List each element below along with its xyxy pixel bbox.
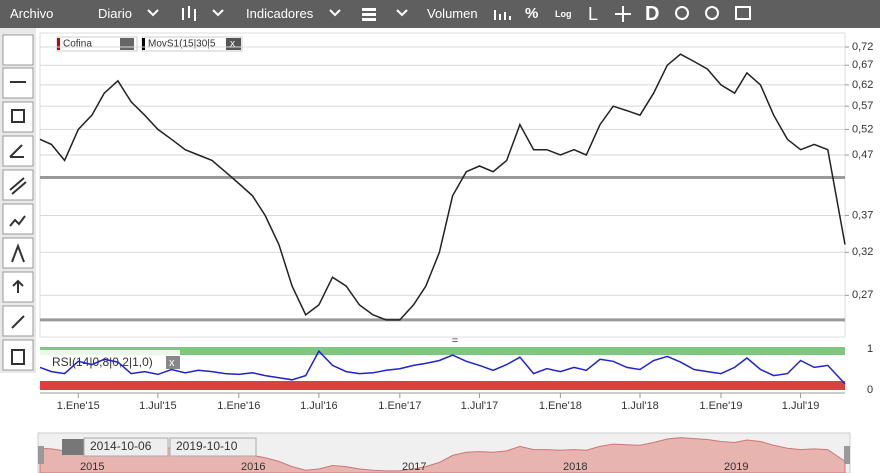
navigator-end: 2019-10-10 [176, 439, 238, 453]
navigator-handle-left[interactable] [38, 446, 44, 464]
line-button[interactable]: L [588, 4, 599, 24]
y-tick-label: 0,57 [852, 100, 873, 112]
navigator-year: 2015 [80, 461, 104, 473]
navigator-end-box[interactable] [169, 437, 257, 457]
y-tick-label: 0,47 [852, 149, 873, 161]
x-tick-label: 1.Jul'18 [621, 400, 659, 412]
legend-symbol: Cofina [63, 39, 92, 50]
y-tick-label: 0,72 [852, 41, 873, 53]
x-tick-label: 1.Jul'19 [782, 400, 820, 412]
panel-separator[interactable]: = [452, 335, 458, 347]
series-line [39, 53, 846, 321]
rsi-upper-band [40, 347, 845, 355]
y-tick-label: 0,62 [852, 79, 873, 91]
navigator-year: 2016 [241, 461, 265, 473]
legend-indicator: MovS1(15|30|5 [148, 39, 216, 50]
rsi-close-box [166, 356, 180, 369]
rsi-label-box [40, 350, 180, 364]
y-tick-label: 0,67 [852, 59, 873, 71]
x-tick-label: 1.Jul'16 [300, 400, 338, 412]
x-tick-label: 1.Ene'18 [539, 400, 582, 412]
x-tick-label: 1.Ene'17 [378, 400, 421, 412]
rsi-close[interactable]: x [169, 357, 175, 369]
rsi-lower-band [40, 381, 845, 390]
menu-file[interactable]: Archivo [10, 6, 54, 21]
legend: Cofina MovS1(15|30|5 x [56, 36, 243, 52]
x-tick-label: 1.Jul'17 [461, 400, 499, 412]
navigator-year: 2018 [563, 461, 587, 473]
log-button[interactable]: Log [555, 9, 572, 19]
y-tick-label: 0,32 [852, 246, 873, 258]
navigator-start: 2014-10-06 [90, 439, 152, 453]
percent-button[interactable]: % [525, 5, 539, 22]
navigator-year: 2017 [402, 461, 426, 473]
x-tick-label: 1.Jul'15 [139, 400, 177, 412]
y-tick-label: 0,27 [852, 289, 873, 301]
plot-area [39, 32, 846, 338]
menu-volume[interactable]: Volumen [427, 6, 478, 21]
legend-close[interactable]: x [230, 39, 235, 50]
toolbar: Archivo Diario Indicadores Volumen % Log… [0, 0, 880, 28]
rsi-tick-label: 1 [867, 343, 873, 355]
rsi-title: RSI(14|0,8|0,2|1,0) [52, 355, 153, 369]
tool-buttons [2, 34, 34, 371]
y-tick-label: 0,37 [852, 209, 873, 221]
menu-period[interactable]: Diario [98, 6, 132, 21]
series-line [39, 349, 846, 385]
x-tick-label: 1.Ene'15 [57, 400, 100, 412]
y-tick-label: 0,52 [852, 123, 873, 135]
x-tick-label: 1.Ene'16 [217, 400, 260, 412]
rsi-tick-label: 0 [867, 384, 873, 396]
d-button[interactable]: D [645, 3, 660, 25]
navigator-year: 2019 [724, 461, 748, 473]
navigator-handle-right[interactable] [844, 446, 850, 464]
navigator-icon [62, 439, 84, 455]
x-tick-label: 1.Ene'19 [699, 400, 742, 412]
toolbar-icons [147, 6, 751, 22]
navigator-start-box[interactable] [83, 437, 169, 457]
menu-indicators[interactable]: Indicadores [246, 6, 314, 21]
